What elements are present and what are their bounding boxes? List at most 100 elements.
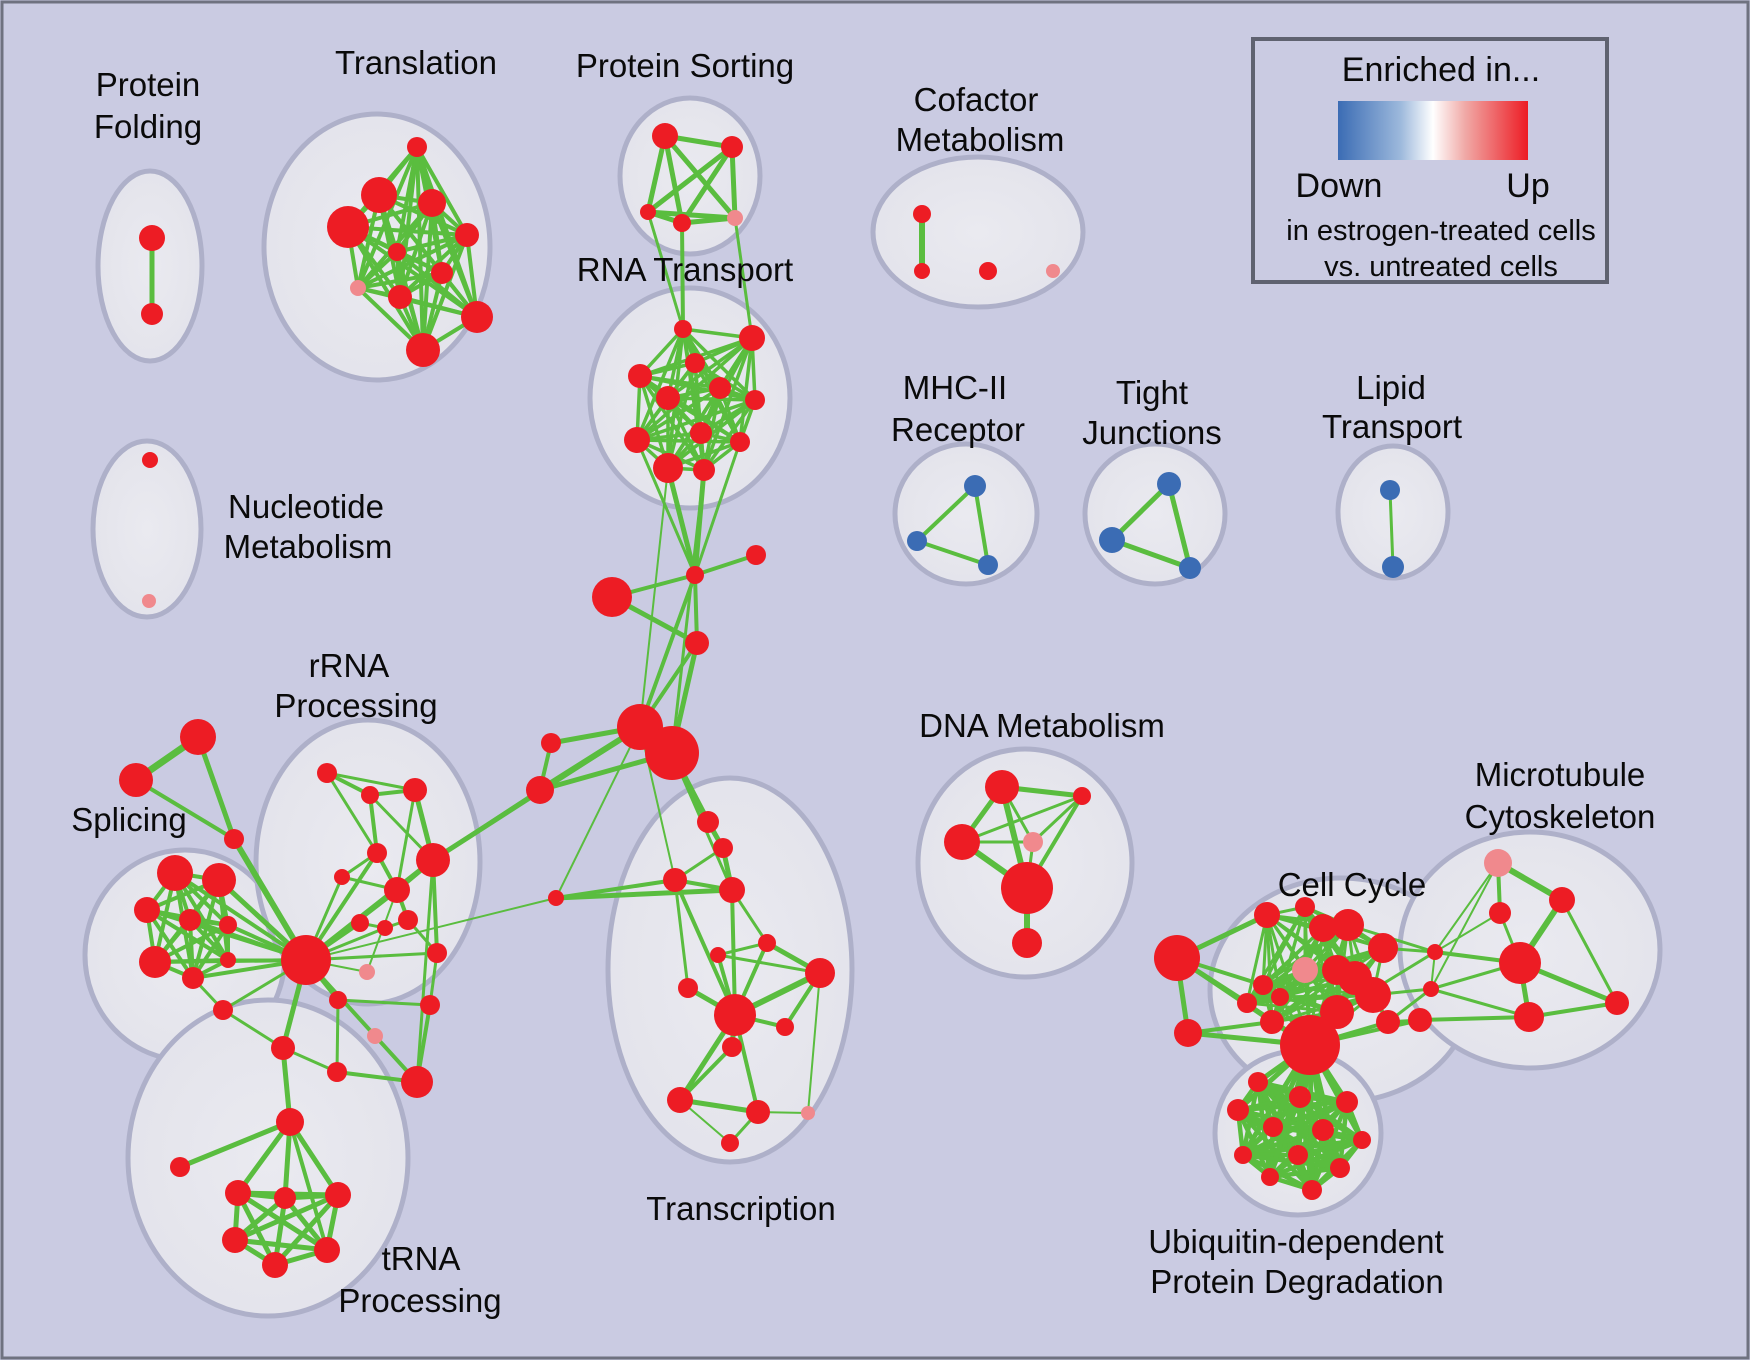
node-dm1 [985,770,1019,804]
edge-cn3-cn1 [693,553,758,577]
edge-sp1-hub0 [173,871,308,962]
cluster-label-microtubule-cytoskeleton-line0: Microtubule [1475,756,1646,793]
node-tc12 [667,1087,693,1113]
cluster-label-lipid-transport-line0: Lipid [1356,369,1426,406]
edge-tl5-tl8 [356,233,469,290]
edge-tc3-tc7 [673,878,690,990]
edge-ps5-rt2 [733,216,754,340]
legend-box [1251,37,1609,284]
node-sp4 [179,909,201,931]
node-rt5 [709,377,731,399]
network-layers: Protein Folding Translation Protein Sorting… [71,44,1663,1319]
node-tc15 [721,1134,739,1152]
cluster-label-ubiquitin-degradation-line0: Ubiquitin-dependent [1148,1223,1443,1260]
edge-tl1-tl5 [415,145,469,237]
node-tc3 [663,868,687,892]
node-dm5 [1001,862,1053,914]
edge-cn1-hub1 [638,573,697,729]
node-ub7 [1353,1131,1371,1149]
edge-tl7-tl8 [356,271,444,290]
node-sp6 [139,946,171,978]
node-mt1 [1484,849,1512,877]
node-mt6 [1514,1002,1544,1032]
legend-up-label: Up [1506,167,1549,205]
edge-rt1-rt9 [635,327,685,442]
node-ub12 [1302,1180,1322,1200]
edge-ln2-rr7 [431,788,542,862]
node-cf4 [1046,264,1060,278]
node-cn1 [686,566,704,584]
node-dm2 [944,824,980,860]
node-rt12 [693,459,715,481]
node-cc15 [1376,1010,1400,1034]
edge-ps4-rt1 [680,221,685,331]
node-th5 [314,1237,340,1263]
cluster-label-mhc-ii-receptor-line0: MHC-II [903,369,1007,406]
edge-lt1-lt2 [1388,488,1395,569]
node-cf1 [913,205,931,223]
edge-trh-th5 [288,1120,329,1252]
edge-rr7-hub0 [303,857,436,963]
edge-dm3-dm4 [1031,794,1084,844]
node-tniso [170,1157,190,1177]
cluster-label-protein-folding-line0: Protein [96,66,201,103]
legend-caption-line1: in estrogen-treated cells [1286,215,1596,247]
node-ub6 [1312,1119,1334,1141]
node-dm3 [1073,787,1091,805]
node-layer [119,123,1629,1278]
node-ps4 [673,214,691,232]
edge-mb1-mb2 [915,484,977,543]
edge-rt2-rt6 [666,336,754,400]
edge-ps2-ps3 [645,144,735,215]
node-pf1 [139,225,165,251]
node-tc11 [776,1018,794,1036]
node-tl8 [350,280,366,296]
node-cc12 [1237,993,1257,1013]
node-rr1 [317,763,337,783]
node-tl6 [388,243,406,261]
node-rr11 [359,964,375,980]
node-ln1 [541,733,561,753]
node-rr10 [398,910,418,930]
cluster-ellipse-tight-junctions [1082,441,1228,587]
node-cn3 [746,545,766,565]
edge-tl4-tl11 [346,225,425,352]
edge-th4-th5 [232,1237,330,1253]
node-cf2 [914,263,930,279]
node-cc16 [1174,1019,1202,1047]
node-hub2 [645,726,699,780]
node-tj3 [1179,557,1201,579]
node-rt4 [628,364,652,388]
node-pf2 [141,303,163,325]
edge-br1-cc14 [1335,950,1437,1014]
edge-rrb1-rrb2 [336,998,432,1007]
node-rt1 [674,320,692,338]
node-fr3 [224,829,244,849]
edge-ps2-ps5 [729,144,738,221]
node-tc4 [719,877,745,903]
edge-rt7-rt12 [702,398,757,472]
edge-ps3-rt1 [646,210,685,331]
node-ps2 [721,136,743,158]
node-cc3 [1309,914,1337,942]
node-ub1 [1248,1072,1268,1092]
node-tl2 [361,177,397,213]
node-ps1 [652,123,678,149]
node-tc14 [801,1106,815,1120]
node-tc9 [714,994,756,1036]
edge-rt7-rt9 [635,398,757,442]
node-ln3 [548,890,564,906]
node-nm1 [142,452,158,468]
node-rt11 [653,453,683,483]
node-cc11 [1271,988,1289,1006]
edge-mb1-mb3 [973,484,990,567]
cluster-label-cofactor-metabolism-line0: Cofactor [914,81,1039,118]
legend-caption-line2: vs. untreated cells [1324,251,1558,283]
node-mb1 [964,475,986,497]
node-cc2 [1295,897,1315,917]
cluster-label-nucleotide-metabolism-line0: Nucleotide [228,488,384,525]
node-rt8 [690,422,712,444]
node-sp5 [219,916,237,934]
